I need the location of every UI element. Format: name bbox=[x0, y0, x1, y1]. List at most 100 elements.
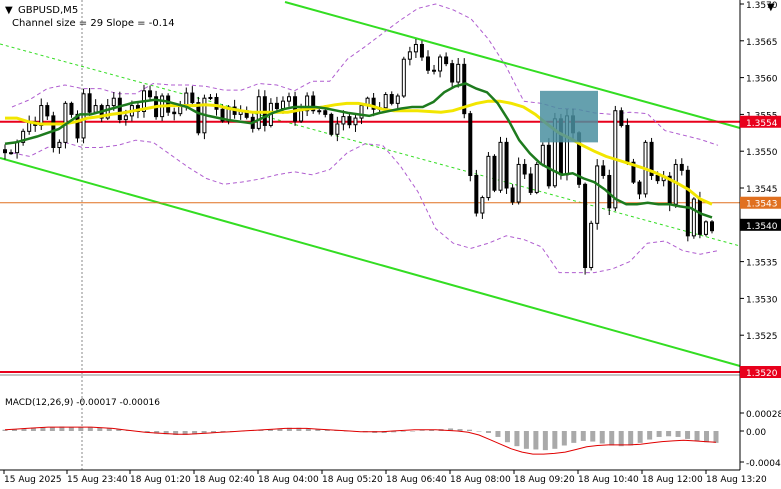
macd-histogram-bar bbox=[277, 428, 283, 431]
candle-body bbox=[15, 141, 20, 154]
candle-body bbox=[425, 56, 430, 71]
price-tick-label: 1.3530 bbox=[746, 295, 778, 305]
macd-histogram-bar bbox=[144, 431, 150, 433]
candle-body bbox=[534, 163, 539, 193]
candle-body bbox=[528, 173, 533, 193]
macd-histogram-bar bbox=[514, 431, 520, 447]
time-tick-label: 18 Aug 10:40 bbox=[578, 475, 639, 485]
candle-body bbox=[619, 110, 624, 126]
price-tick-label: 1.3560 bbox=[746, 75, 778, 85]
macd-histogram-bar bbox=[201, 431, 207, 434]
candle-body bbox=[419, 43, 424, 58]
time-tick-label: 15 Aug 23:40 bbox=[67, 475, 128, 485]
candle-body bbox=[583, 183, 588, 268]
candle-body bbox=[595, 165, 600, 224]
macd-histogram-bar bbox=[211, 431, 217, 433]
macd-histogram-bar bbox=[561, 431, 567, 446]
price-tick-label: 1.3565 bbox=[746, 38, 778, 48]
channel-lower-line bbox=[0, 157, 741, 367]
macd-histogram-bar bbox=[590, 431, 596, 442]
price-level-badge-label: 1.3520 bbox=[746, 369, 778, 379]
candle-body bbox=[111, 97, 116, 107]
candle-body bbox=[93, 105, 98, 113]
price-level-badge bbox=[740, 196, 781, 209]
macd-histogram-bar bbox=[192, 431, 198, 435]
candle-body bbox=[287, 96, 292, 102]
envelope-upper-line bbox=[11, 3, 719, 146]
macd-histogram-bar bbox=[647, 431, 653, 440]
candle-body bbox=[407, 51, 412, 60]
time-tick-label: 18 Aug 02:40 bbox=[194, 475, 255, 485]
candle-body bbox=[299, 110, 304, 122]
macd-histogram-bar bbox=[59, 426, 65, 431]
macd-title: MACD(12,26,9) -0.00017 -0.00016 bbox=[5, 398, 160, 408]
price-tick-label: 1.3570 bbox=[746, 1, 778, 11]
price-level-badge bbox=[740, 115, 781, 128]
candle-body bbox=[540, 144, 545, 165]
candle-body bbox=[329, 113, 334, 135]
macd-histogram-bar bbox=[182, 431, 188, 435]
candle-body bbox=[45, 105, 50, 117]
macd-histogram-bar bbox=[675, 431, 681, 437]
macd-histogram-bar bbox=[267, 429, 273, 431]
macd-histogram-bar bbox=[485, 431, 491, 433]
candle-body bbox=[685, 169, 690, 237]
candle-body bbox=[208, 96, 213, 99]
macd-histogram-bar bbox=[694, 431, 700, 441]
macd-histogram-bar bbox=[533, 431, 539, 450]
macd-histogram-bar bbox=[609, 431, 615, 446]
price-level-badge-label: 1.3543 bbox=[746, 200, 778, 210]
macd-histogram-bar bbox=[685, 431, 691, 439]
fast-ma-line bbox=[4, 82, 713, 219]
candle-body bbox=[353, 117, 358, 126]
candle-body bbox=[389, 94, 394, 104]
macd-histogram-bar bbox=[106, 428, 112, 431]
signal-zone-box bbox=[540, 90, 598, 143]
candle-body bbox=[444, 56, 449, 65]
candle-body bbox=[504, 141, 509, 189]
candle-body bbox=[383, 94, 388, 109]
moving-averages bbox=[4, 82, 713, 219]
candle-body bbox=[57, 141, 62, 149]
candle-body bbox=[432, 69, 437, 72]
bollinger-envelope bbox=[11, 3, 719, 274]
candle-body bbox=[9, 152, 14, 155]
candle-body bbox=[450, 63, 455, 83]
channel-upper-line bbox=[284, 1, 741, 129]
time-tick-label: 18 Aug 09:20 bbox=[514, 475, 575, 485]
macd-histogram-bar bbox=[542, 431, 548, 451]
price-level-badge bbox=[740, 366, 781, 378]
macd-histogram-bar bbox=[713, 431, 719, 443]
candle-body bbox=[649, 141, 654, 176]
candle-body bbox=[323, 110, 328, 115]
macd-histogram-bar bbox=[11, 429, 17, 431]
candle-body bbox=[305, 95, 310, 112]
candle-body bbox=[546, 144, 551, 187]
scroll-up-arrow-icon[interactable]: ▼ bbox=[767, 2, 775, 13]
candle-body bbox=[220, 108, 225, 122]
time-tick-label: 18 Aug 01:20 bbox=[130, 475, 191, 485]
macd-histogram-bar bbox=[173, 431, 179, 435]
macd-histogram-bar bbox=[656, 431, 662, 437]
macd-histogram-bar bbox=[504, 431, 510, 443]
macd-histogram-bar bbox=[704, 431, 710, 443]
macd-tick-label: -0.00047 bbox=[746, 459, 781, 469]
candle-body bbox=[69, 102, 74, 115]
macd-histogram-bar bbox=[571, 431, 577, 443]
macd-histogram-bar bbox=[618, 431, 624, 447]
candle-body bbox=[123, 115, 128, 121]
time-tick-label: 15 Aug 2025 bbox=[4, 475, 62, 485]
candle-body bbox=[601, 165, 606, 176]
macd-histogram-bar bbox=[97, 427, 103, 431]
macd-tick-label: 0.00028 bbox=[746, 410, 781, 420]
candle-body bbox=[697, 198, 702, 235]
price-level-badge bbox=[740, 218, 781, 231]
candle-body bbox=[468, 113, 473, 176]
candle-body bbox=[75, 113, 80, 139]
price-tick-label: 1.3525 bbox=[746, 332, 778, 342]
candle-body bbox=[401, 58, 406, 97]
macd-histogram-bar bbox=[324, 429, 330, 431]
macd-histogram-bar bbox=[429, 429, 435, 431]
candle-body bbox=[214, 96, 219, 110]
